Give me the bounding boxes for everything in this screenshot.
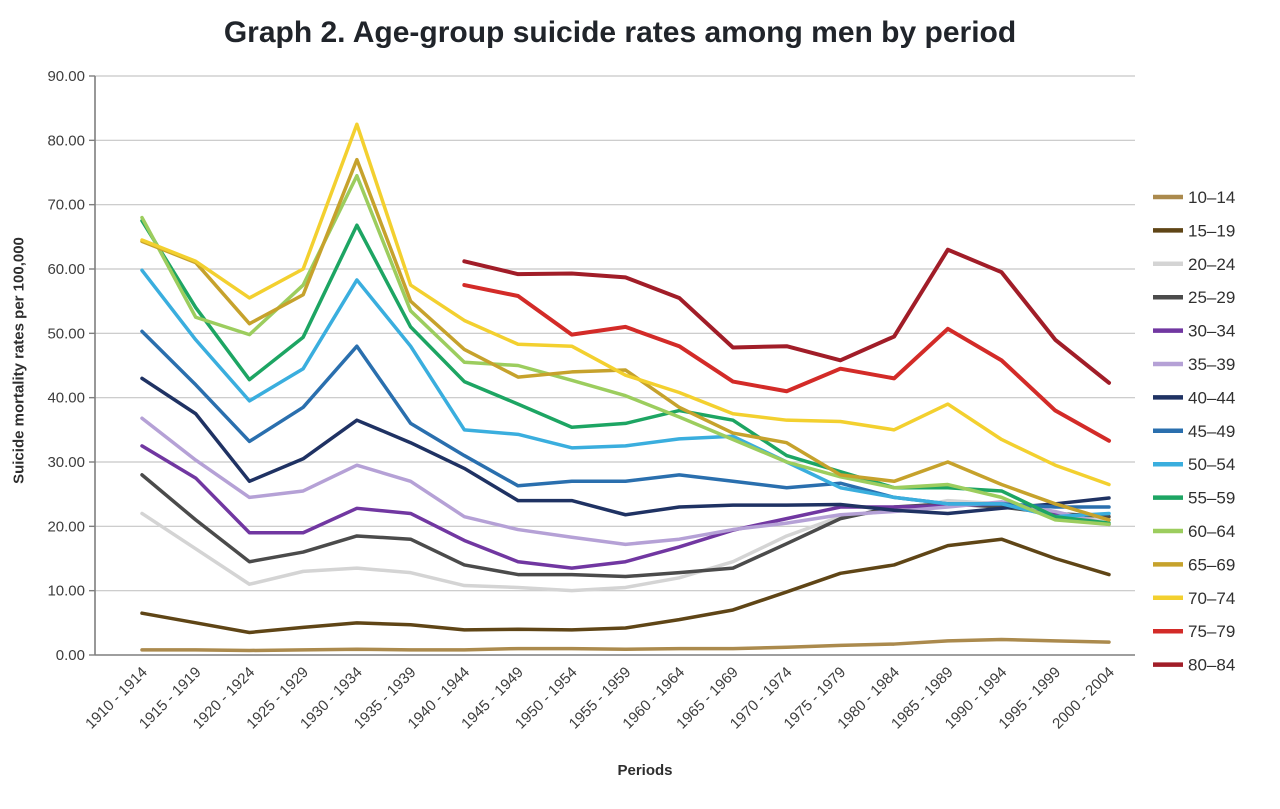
series-line-75-79 — [462, 283, 1111, 443]
legend-label: 50–54 — [1188, 455, 1235, 474]
legend-label: 20–24 — [1188, 255, 1235, 274]
series-line-55-59 — [140, 219, 1111, 525]
legend-label: 65–69 — [1188, 555, 1235, 574]
series-line-70-74 — [140, 122, 1111, 487]
series-line-80-84 — [462, 247, 1111, 385]
y-tick-label: 0.00 — [56, 647, 85, 664]
series-line-65-69 — [140, 157, 1111, 522]
legend-label: 75–79 — [1188, 622, 1235, 641]
series-line-35-39 — [140, 416, 1111, 547]
y-axis-title: Suicide mortality rates per 100,000 — [10, 237, 28, 484]
y-tick-label: 20.00 — [47, 518, 85, 535]
y-tick-label: 80.00 — [47, 132, 85, 149]
series-line-40-44 — [140, 376, 1111, 517]
y-tick-label: 90.00 — [47, 68, 85, 85]
chart-title: Graph 2. Age-group suicide rates among m… — [223, 16, 1017, 49]
y-tick-label: 10.00 — [47, 583, 85, 600]
legend-label: 25–29 — [1188, 288, 1235, 307]
series-line-45-49 — [140, 329, 1111, 509]
y-tick-label: 30.00 — [47, 454, 85, 471]
series-line-50-54 — [140, 268, 1111, 519]
series-line-10-14 — [140, 637, 1111, 653]
legend-label: 15–19 — [1188, 221, 1235, 240]
legend-label: 40–44 — [1188, 388, 1235, 407]
series-line-15-19 — [140, 537, 1111, 635]
legend-label: 55–59 — [1188, 489, 1235, 508]
legend-label: 60–64 — [1188, 522, 1235, 541]
legend-label: 35–39 — [1188, 355, 1235, 374]
y-tick-label: 70.00 — [47, 197, 85, 214]
legend-label: 70–74 — [1188, 589, 1235, 608]
series-line-20-24 — [140, 498, 1111, 593]
legend-label: 10–14 — [1188, 188, 1235, 207]
y-tick-label: 40.00 — [47, 390, 85, 407]
legend-label: 45–49 — [1188, 422, 1235, 441]
legend-label: 80–84 — [1188, 656, 1235, 675]
y-tick-label: 50.00 — [47, 325, 85, 342]
legend-label: 30–34 — [1188, 322, 1235, 341]
series-line-60-64 — [140, 173, 1111, 527]
y-tick-label: 60.00 — [47, 261, 85, 278]
x-axis-title: Periods — [617, 762, 673, 779]
